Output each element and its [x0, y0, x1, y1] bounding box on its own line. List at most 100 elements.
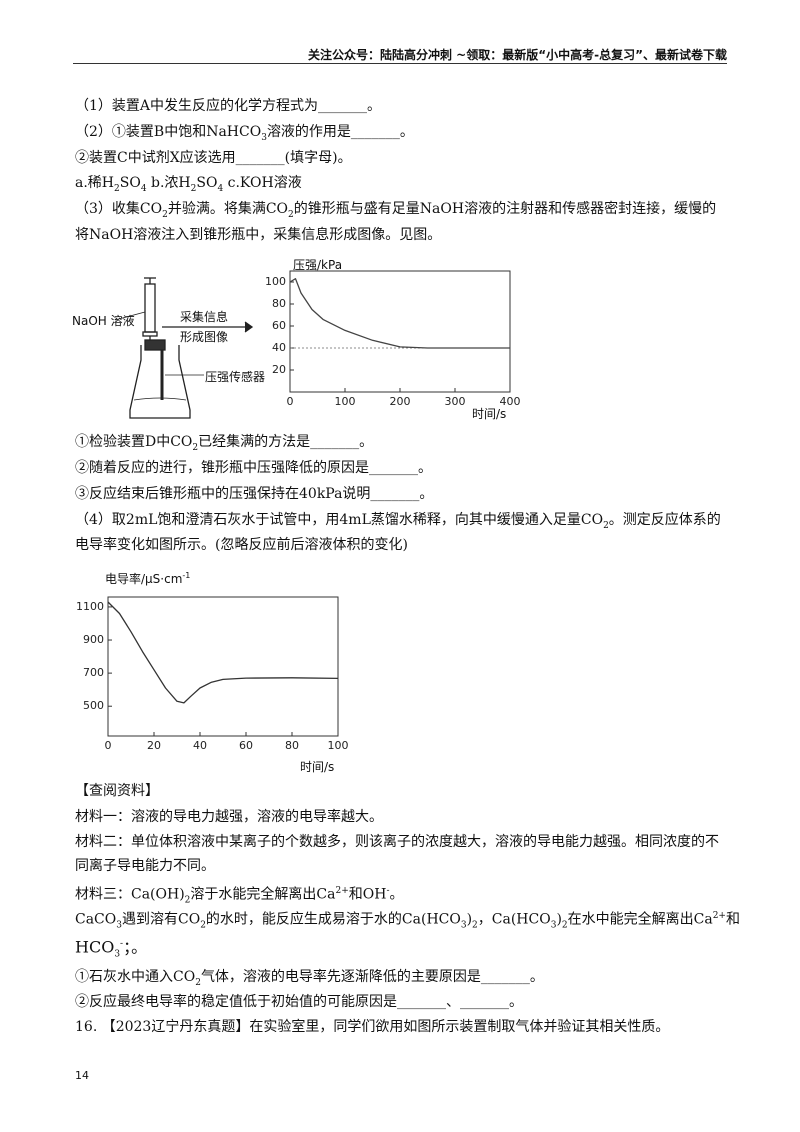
text-run: 压强/kPa	[293, 258, 343, 272]
text-run: 材料三：Ca(OH)	[75, 886, 185, 903]
text-run: a.稀H	[75, 175, 115, 191]
text-run: 和OH	[348, 886, 387, 903]
x-tick-label: 200	[390, 395, 411, 408]
text-run: 电导率/μS·cm	[105, 572, 183, 586]
curve	[289, 278, 510, 349]
x-tick-label: 100	[335, 395, 356, 408]
apparatus	[114, 277, 254, 419]
apparatus-label: NaOH 溶液	[72, 314, 135, 328]
y-tick-label: 500	[83, 699, 104, 712]
text-run: SO	[196, 175, 218, 191]
y-tick-label: 80	[272, 297, 286, 310]
text-run: （2）①装置B中饱和NaHCO	[75, 124, 262, 140]
text-run: 材料一：溶液的导电力越强，溶液的电导率越大。	[75, 809, 383, 825]
text-run: SO	[119, 175, 141, 191]
paragraph: ②反应最终电导率的稳定值低于初始值的可能原因是_______、_______。	[75, 993, 523, 1011]
text-run: （1）装置A中发生反应的化学方程式为_______。	[75, 98, 382, 114]
text-run: 电导率变化如图所示。(忽略反应前后溶液体积的变化)	[75, 537, 408, 553]
apparatus-label: 采集信息	[180, 310, 229, 324]
text-run: 16. 【2023辽宁丹东真题】在实验室里，同学们欲用如图所示装置制取气体并验证…	[75, 1019, 670, 1035]
text-run: ③反应结束后锥形瓶中的压强保持在40kPa说明_______。	[75, 486, 434, 502]
paragraph: （1）装置A中发生反应的化学方程式为_______。	[75, 97, 381, 115]
subscript: 2	[288, 209, 294, 220]
curve	[107, 601, 339, 704]
subscript: 4	[140, 183, 147, 194]
superscript: -	[120, 939, 124, 949]
paragraph: HCO3-；。	[75, 935, 147, 964]
x-tick-label: 0	[287, 395, 294, 408]
x-tick-label: 0	[105, 739, 112, 752]
text-run: 。测定反应体系的	[608, 512, 721, 528]
paragraph: ①检验装置D中CO2已经集满的方法是_______。	[75, 433, 373, 457]
paragraph: （3）收集CO2并验满。将集满CO2的锥形瓶与盛有足量NaOH溶液的注射器和传感…	[75, 200, 716, 224]
subscript: 2	[200, 920, 206, 931]
text-run: ②随着反应的进行，锥形瓶中压强降低的原因是_______。	[75, 460, 432, 476]
subscript: 2	[192, 442, 199, 453]
paragraph: 材料三：Ca(OH)2溶于水能完全解离出Ca2+和OH-。	[75, 882, 403, 909]
superscript: 2+	[712, 911, 726, 921]
text-run: 溶液的作用是_______。	[266, 124, 414, 140]
superscript: 2+	[335, 886, 349, 896]
text-run: c.KOH溶液	[223, 175, 302, 191]
superscript: -1	[182, 571, 191, 580]
x-tick-label: 300	[445, 395, 466, 408]
subscript: 2	[195, 977, 201, 988]
x-tick-label: 80	[285, 739, 299, 752]
text-run: )	[556, 911, 562, 928]
subscript: 3	[550, 920, 557, 931]
paragraph: ②装置C中试剂X应该选用_______(填字母)。	[75, 149, 352, 167]
paragraph: 同离子导电能力不同。	[75, 857, 215, 875]
text-run: 同离子导电能力不同。	[75, 858, 215, 874]
text-run: （4）取2mL饱和澄清石灰水于试管中，用4mL蒸馏水稀释，向其中缓慢通入足量CO	[75, 512, 604, 528]
text-run: 和	[725, 911, 740, 928]
text-run: 溶于水能完全解离出Ca	[190, 886, 336, 903]
x-tick-label: 400	[500, 395, 521, 408]
paragraph: （4）取2mL饱和澄清石灰水于试管中，用4mL蒸馏水稀释，向其中缓慢通入足量CO…	[75, 511, 721, 535]
header-rule	[73, 63, 727, 64]
subscript: 2	[114, 183, 120, 194]
apparatus-label: 压强传感器	[205, 370, 266, 384]
plot-frame	[289, 270, 511, 393]
subscript: 3	[460, 920, 467, 931]
text-run: ②反应最终电导率的稳定值低于初始值的可能原因是_______、_______。	[75, 994, 523, 1010]
y-tick-label: 100	[265, 275, 286, 288]
paragraph: 材料二：单位体积溶液中某离子的个数越多，则该离子的浓度越大，溶液的导电能力越强。…	[75, 833, 719, 851]
subscript: 2	[561, 920, 568, 931]
text-run: 材料二：单位体积溶液中某离子的个数越多，则该离子的浓度越大，溶液的导电能力越强。…	[75, 834, 719, 850]
x-tick-label: 20	[147, 739, 161, 752]
paragraph: CaCO3遇到溶有CO2的水时，能反应生成易溶于水的Ca(HCO3)2，Ca(H…	[75, 907, 740, 934]
x-axis-label: 时间/s	[300, 760, 335, 774]
text-run: 并验满。将集满CO	[167, 201, 289, 217]
apparatus-label: 形成图像	[180, 330, 229, 344]
subscript: 3	[261, 132, 267, 143]
y-tick-label: 60	[272, 319, 286, 332]
text-run: 气体，溶液的电导率先逐渐降低的主要原因是_______。	[200, 969, 544, 985]
subscript: 2	[162, 209, 168, 220]
subscript: 3	[114, 949, 121, 960]
paragraph: 【查阅资料】	[75, 782, 159, 800]
subscript: 2	[190, 183, 197, 194]
paragraph: 材料一：溶液的导电力越强，溶液的电导率越大。	[75, 808, 383, 826]
paragraph: （2）①装置B中饱和NaHCO3溶液的作用是_______。	[75, 123, 414, 147]
header: 关注公众号：陆陆高分冲刺 ~领取：最新版“小中高考-总复习”、最新试卷下载	[308, 48, 727, 62]
plot-frame	[107, 596, 339, 737]
y-tick-label: 700	[83, 666, 104, 679]
y-tick-label: 900	[83, 633, 104, 646]
text-run: b.浓H	[146, 175, 191, 191]
paragraph: ②随着反应的进行，锥形瓶中压强降低的原因是_______。	[75, 459, 432, 477]
text-run: 在水中能完全解离出Ca	[567, 911, 713, 928]
paragraph: 16. 【2023辽宁丹东真题】在实验室里，同学们欲用如图所示装置制取气体并验证…	[75, 1018, 669, 1036]
text-run: ，Ca(HCO	[477, 911, 551, 928]
subscript: 2	[603, 520, 609, 531]
subscript: 3	[116, 920, 122, 931]
text-run: CaCO	[75, 911, 117, 928]
paragraph: 将NaOH溶液注入到锥形瓶中，采集信息形成图像。见图。	[75, 226, 441, 244]
paragraph: 电导率变化如图所示。(忽略反应前后溶液体积的变化)	[75, 536, 408, 554]
text-run: ②装置C中试剂X应该选用_______(填字母)。	[75, 150, 352, 166]
y-tick-label: 20	[272, 363, 286, 376]
text-run: 。	[389, 886, 404, 903]
y-axis-label: 压强/kPa	[293, 256, 342, 273]
subscript: 2	[184, 895, 191, 906]
